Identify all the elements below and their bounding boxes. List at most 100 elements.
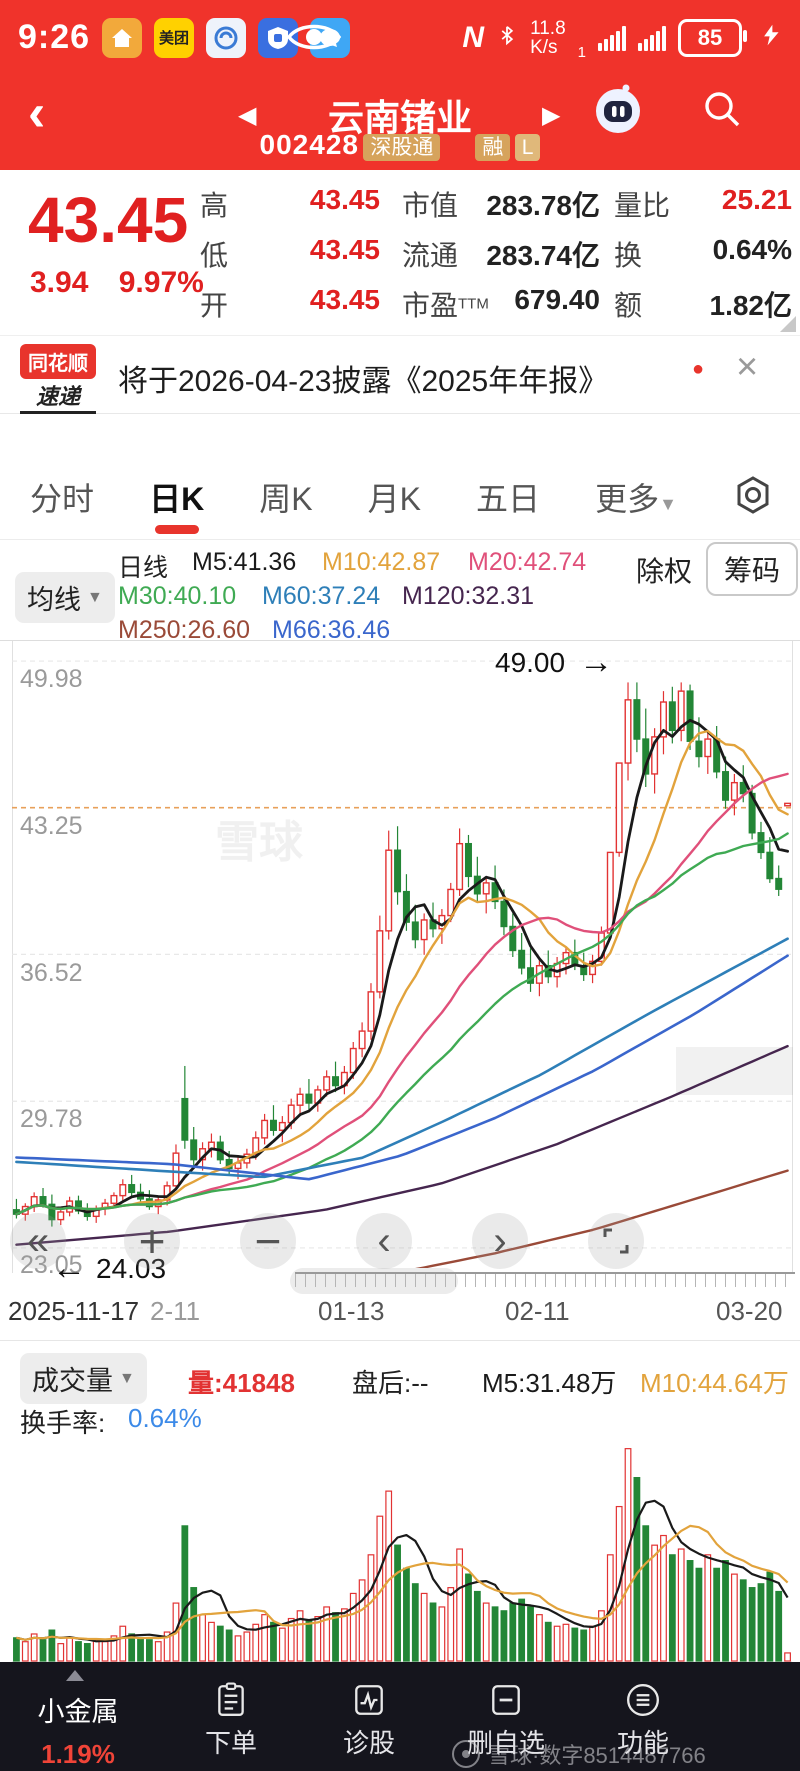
quote-panel: 43.45 3.94 9.97% 高 43.45 低 43.45 开 43.45… [0,170,800,335]
tab-daily-k[interactable]: 日K [149,474,204,534]
chevron-down-icon: ▼ [87,588,103,606]
ma30-value: M30:40.10 [118,582,237,610]
stat-value-turnover: 0.64% [712,234,792,265]
zoom-out-full-button[interactable]: « [10,1213,66,1269]
arrow-left-icon: ← [52,1249,86,1287]
ai-robot-button[interactable] [588,79,648,144]
expand-quote-caret[interactable] [780,316,796,332]
date-label-3: 02-11 [505,1296,570,1326]
y-tick-1: 43.25 [20,812,83,840]
stat-value-high: 43.45 [309,184,380,215]
bottom-nav: 小金属 1.19% 下单 诊股 删自选 功能 雪球·数字8514487766 [0,1662,800,1771]
period-tabs: 分时 日K 周K 月K 五日 更多▼ [0,455,800,540]
margin-badge: 融 [475,134,511,162]
change-percent: 9.97% [118,266,204,299]
period-label: 日线 [118,554,169,582]
unread-dot: ● [692,358,705,380]
back-button[interactable]: ‹ [28,84,46,142]
volume-svg[interactable] [12,1431,792,1663]
stat-label-open: 开 [200,290,229,321]
news-text[interactable]: 将于2026-04-23披露《2025年年报》 [118,365,609,398]
tab-more[interactable]: 更多▼ [595,481,677,517]
sim1-label: 1 [577,44,586,61]
stat-value-pe: 679.40 [514,284,600,315]
ma66-value: M66:36.46 [272,616,391,644]
stat-value-low: 43.45 [309,234,380,265]
sector-change: 1.19% [41,1739,115,1769]
ma20-value: M20:42.74 [468,548,587,576]
nav-item-diagnose[interactable]: 诊股 [326,1682,412,1760]
stat-label-low: 低 [200,240,229,271]
stat-value-amount: 1.82亿 [709,290,793,321]
nav-sector-index[interactable]: 小金属 1.19% [18,1690,138,1770]
status-bar: 9:26 美团 N 11.8 K/s 1 85 [0,0,800,75]
order-icon [218,1682,244,1716]
chip-distribution-button[interactable]: 筹码 [706,542,799,596]
low-annotation: ← 24.03 [52,1249,167,1287]
l-badge: L [514,134,541,162]
pan-right-button[interactable]: › [472,1213,528,1269]
next-stock-icon[interactable]: ▶ [542,102,561,129]
date-label-0: 2025-11-17 [8,1296,140,1326]
stat-label-pe: 市盈 [402,290,459,321]
fullscreen-button[interactable] [588,1213,644,1269]
ths-express-logo: 同花顺 速递 [20,344,96,414]
ma-selector-button[interactable]: 均线 ▼ [15,572,115,623]
battery-indicator: 85 [678,18,747,57]
nfc-icon: N [462,20,485,54]
chevron-down-icon: ▼ [659,494,677,514]
y-tick-0: 49.98 [20,665,83,693]
charging-bolt-icon [760,19,782,56]
volume-value: 量:41848 [188,1368,295,1398]
stock-code: 002428 [259,129,359,160]
close-news-icon[interactable]: × [736,346,759,388]
tick-ruler [295,1272,795,1287]
high-annotation: 49.00 → [495,643,614,681]
ma-indicator-header: 均线 ▼ 日线 M5:41.36 M10:42.87 M20:42.74 M30:… [0,540,800,644]
ex-rights-button[interactable]: 除权 [636,556,693,587]
nav-item-functions[interactable]: 功能 [600,1682,686,1760]
remove-watchlist-icon [492,1685,520,1715]
watermark-text: 雪球·数字8514487766 [488,1743,706,1768]
tab-weekly-k[interactable]: 周K [259,481,313,517]
pan-left-button[interactable]: ‹ [356,1213,412,1269]
watermark: 雪球·数字8514487766 [452,1738,706,1770]
tab-minute[interactable]: 分时 [30,481,95,517]
zoom-out-button[interactable]: − [240,1213,296,1269]
price-change-row: 3.94 9.97% [30,266,204,300]
eye-icon [285,18,343,61]
tab-five-day[interactable]: 五日 [476,481,541,517]
ma5-value: M5:41.36 [192,548,297,576]
main-kline-svg[interactable] [12,641,792,1273]
kline-settings-icon[interactable] [732,474,774,521]
zoom-in-button[interactable]: + [124,1213,180,1269]
pe-ttm-sup: TTM [458,295,489,313]
arrow-right-icon: → [579,643,614,681]
hk-connect-badge: 深股通 [363,134,441,162]
tab-monthly-k[interactable]: 月K [367,481,421,517]
stat-label-float: 流通 [402,240,459,271]
search-icon[interactable] [700,87,744,136]
collapse-handle-icon[interactable] [66,1670,84,1681]
news-banner[interactable]: 同花顺 速递 将于2026-04-23披露《2025年年报》 ● × [0,335,800,414]
chart-watermark: 雪球 [215,818,303,867]
ma120-value: M120:32.31 [402,582,535,610]
page-title: 云南锗业 [327,97,472,138]
turnover-rate-label: 换手率: [20,1408,106,1438]
diagnose-stock-icon [355,1685,383,1715]
prev-stock-icon[interactable]: ◀ [238,102,257,129]
y-tick-2: 36.52 [20,959,83,987]
volume-indicator-selector[interactable]: 成交量 ▼ [20,1353,147,1404]
stat-label-high: 高 [200,190,229,221]
stat-label-volratio: 量比 [614,190,671,221]
plot-left-border [12,641,13,1273]
main-kline-chart[interactable]: 雪球 49.98 43.25 36.52 29.78 23.05 49.00 →… [0,640,800,1287]
y-tick-4: 23.05 [20,1251,83,1279]
date-label-1: 2-11 [150,1296,201,1326]
stat-value-float: 283.74亿 [486,240,600,271]
network-speed: 11.8 K/s [530,17,566,58]
bluetooth-icon [496,19,518,56]
nav-item-order[interactable]: 下单 [188,1682,274,1760]
last-price: 43.45 [28,184,189,256]
ma60-value: M60:37.24 [262,582,381,610]
